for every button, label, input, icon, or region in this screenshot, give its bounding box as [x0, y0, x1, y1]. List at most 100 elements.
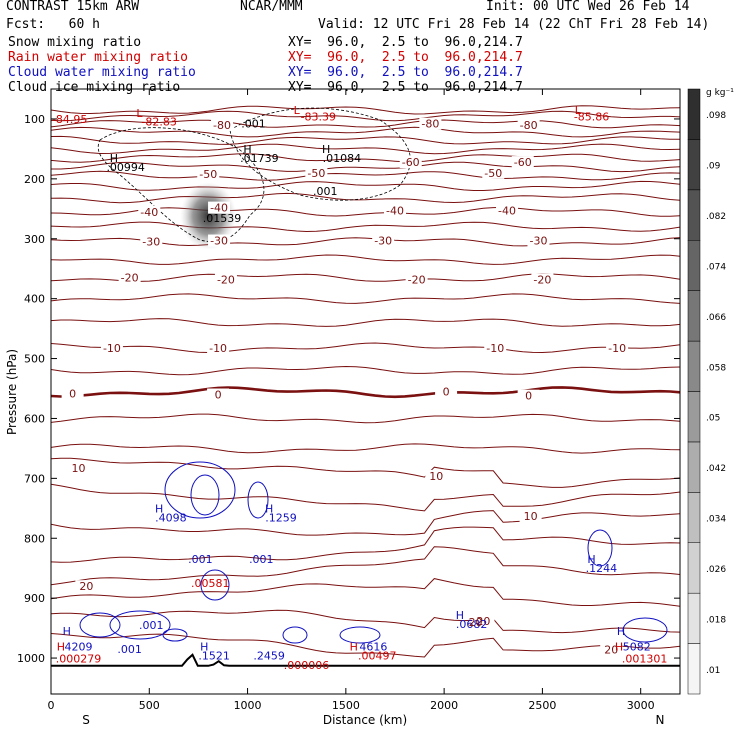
isotherm-line — [51, 293, 680, 304]
extremum-label: -84.95 — [52, 113, 87, 126]
colorbar-segment — [687, 542, 701, 594]
cloud-water-contour — [164, 461, 236, 519]
y-tick-label: 100 — [24, 113, 45, 126]
colorbar-tick-label: .058 — [706, 363, 726, 373]
isotherm-label: 20 — [476, 615, 490, 628]
colorbar-segment — [687, 240, 701, 291]
extremum-label: H — [587, 553, 595, 566]
extremum-label: H — [456, 609, 464, 622]
extremum-label: H — [57, 641, 65, 654]
colorbar-unit: g kg⁻¹ — [706, 88, 734, 98]
extremum-label: .001 — [188, 553, 213, 566]
isotherm-label-bg — [531, 273, 554, 286]
extremum-label: -83.39 — [301, 111, 336, 124]
axes: 0 500 1000 1500 2000 2500 30001002003004005006… — [17, 88, 681, 712]
extremum-label: H — [615, 641, 623, 654]
isotherm-line — [51, 483, 680, 512]
isotherm-label-bg — [207, 388, 230, 401]
y-tick-label: 1000 — [17, 652, 45, 665]
isotherm-label: -20 — [408, 273, 426, 286]
isotherm-line — [51, 143, 680, 155]
field-snow-xy: XY= 96.0, 2.5 to 96.0,214.7 — [288, 35, 523, 50]
y-tick-label: 200 — [24, 173, 45, 186]
extremum-label: 5082 — [623, 641, 651, 654]
colorbar-segment — [687, 139, 701, 191]
isotherm-label-bg — [399, 156, 422, 169]
isotherm-label: -30 — [529, 235, 547, 248]
x-tick-label: 2000 — [430, 699, 458, 712]
cloud-water-contour — [162, 628, 188, 642]
colorbar-segment — [687, 492, 701, 544]
extremum-label: .01084 — [323, 152, 362, 165]
isotherm-label: 10 — [429, 470, 443, 483]
extremum-label: .01739 — [240, 152, 279, 165]
isotherm-line — [51, 110, 680, 122]
isotherm-label: -50 — [199, 168, 217, 181]
isotherm-line — [51, 126, 680, 138]
colorbar-tick-label: .01 — [706, 666, 720, 676]
colorbar-tick-label: .05 — [706, 414, 720, 424]
colorbar-tick-label: .042 — [706, 464, 726, 474]
extremum-label: H — [322, 143, 330, 156]
isotherm-label: -60 — [514, 156, 532, 169]
cloud-water-contour — [190, 474, 220, 516]
isotherm-label-bg — [61, 387, 84, 400]
colorbar-tick-label: .018 — [706, 615, 726, 625]
y-tick-label: 700 — [24, 472, 45, 485]
isotherm-label-bg — [383, 204, 406, 217]
isotherm-label-bg — [517, 389, 540, 402]
isotherm-line — [51, 192, 680, 204]
y-tick-label: 800 — [24, 532, 45, 545]
x-tick-label: 1000 — [234, 699, 262, 712]
y-tick-label: 400 — [24, 293, 45, 306]
isotherm-label-bg — [67, 462, 90, 475]
isotherm-label-bg — [140, 235, 163, 248]
isotherm-line — [51, 546, 680, 586]
isotherm-label-bg — [496, 204, 519, 217]
x-tick-label: 1500 — [332, 699, 360, 712]
isotherm-label: -20 — [217, 273, 235, 286]
cloud-water-contour — [282, 626, 308, 644]
extremum-label: H — [110, 152, 118, 165]
isotherm-label-bg — [519, 510, 542, 523]
isotherm-label: -50 — [484, 167, 502, 180]
y-tick-label: 300 — [24, 233, 45, 246]
isotherm-label-bg — [118, 271, 141, 284]
colorbar-segment — [687, 88, 701, 140]
extremum-label: 20 — [469, 616, 483, 629]
isotherm-label-bg — [207, 341, 230, 354]
isotherm-line — [51, 510, 680, 536]
isotherm-line — [51, 365, 680, 376]
extremum-label: L — [575, 104, 582, 117]
isotherm-line — [51, 161, 680, 173]
isotherm-label-bg — [517, 118, 540, 131]
field-cloud-ice-name: Cloud ice mixing ratio — [8, 80, 181, 95]
colorbar-segment — [687, 340, 701, 392]
contour-labels: -80 -80 -80 -60 -60 -50 -50 -50 -40 -40 -40 -40 -30 -… — [52, 104, 667, 672]
isotherm-label: -20 — [121, 272, 139, 285]
header-model: CONTRAST 15km ARW — [6, 0, 140, 14]
isotherm-label-bg — [208, 234, 231, 247]
isotherm-label: -30 — [374, 235, 392, 248]
isotherm-label: -40 — [386, 205, 404, 218]
isotherm-line — [51, 170, 680, 181]
extremum-label: .2459 — [253, 650, 285, 663]
cloud-water-contour — [587, 529, 613, 567]
cloud-ice-outline — [97, 127, 265, 243]
isotherm-label-bg — [372, 234, 395, 247]
extremum-label: H — [243, 143, 251, 156]
extremum-label: H — [350, 641, 358, 654]
isotherm-label: -20 — [533, 273, 551, 286]
isotherm-line — [51, 105, 680, 115]
isotherm-line — [51, 135, 680, 145]
isotherm-line — [51, 318, 680, 327]
end-label-north: N — [656, 713, 665, 727]
colorbar-segment — [687, 592, 701, 644]
isotherm-line — [51, 578, 680, 607]
isotherm-label: -80 — [213, 119, 231, 132]
isotherm-line — [51, 273, 680, 282]
isotherm-label: -40 — [140, 206, 158, 219]
field-rain-xy: XY= 96.0, 2.5 to 96.0,214.7 — [288, 50, 523, 65]
extremum-label: .01539 — [203, 212, 242, 225]
isotherm-label-bg — [482, 166, 505, 179]
